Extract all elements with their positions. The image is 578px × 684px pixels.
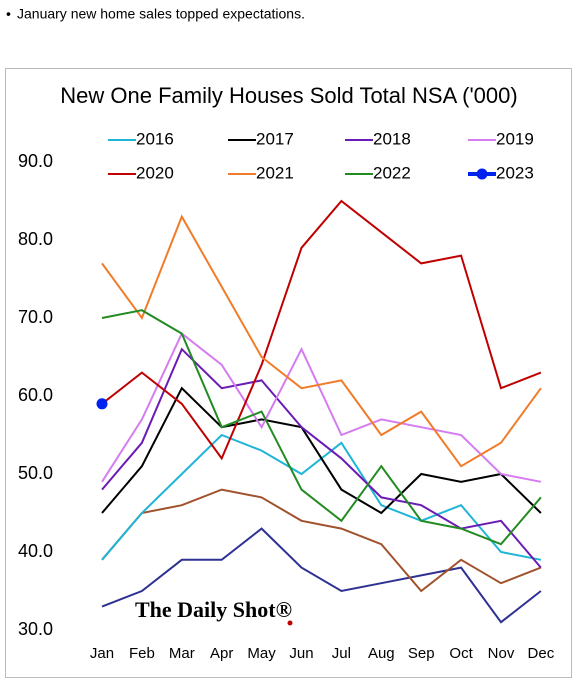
series-line	[101, 433, 542, 561]
x-tick-label: Dec	[528, 645, 555, 662]
x-tick-label: Aug	[368, 645, 395, 662]
y-tick-label: 70.0	[18, 307, 53, 327]
x-tick-label: Mar	[169, 645, 195, 662]
series-line	[101, 347, 542, 569]
x-tick-label: Jan	[90, 645, 114, 662]
series-line	[101, 488, 542, 593]
x-tick-label: Jun	[289, 645, 313, 662]
point	[96, 398, 108, 410]
header: January new home sales topped expectatio…	[17, 6, 305, 22]
x-tick-label: Feb	[129, 645, 155, 662]
y-tick-label: 80.0	[18, 229, 53, 249]
y-tick-label: 60.0	[18, 385, 53, 405]
series-line	[101, 214, 542, 468]
legend-label: 2017	[256, 129, 294, 148]
y-tick-label: 90.0	[18, 151, 53, 171]
legend-label: 2020	[136, 163, 174, 182]
y-tick-label: 30.0	[18, 619, 53, 639]
legend-label: 2018	[373, 129, 411, 148]
y-tick-label: 50.0	[18, 463, 53, 483]
x-tick-label: Nov	[488, 645, 515, 662]
bullet: •	[6, 6, 11, 22]
chart-title: New One Family Houses Sold Total NSA ('0…	[60, 83, 517, 108]
legend-label: 2016	[136, 129, 174, 148]
series-line	[101, 199, 542, 461]
x-tick-label: May	[247, 645, 276, 662]
watermark-dot	[287, 620, 293, 626]
legend-marker	[476, 168, 488, 180]
chart-frame	[5, 68, 572, 678]
series-line	[101, 527, 542, 624]
series-line	[101, 386, 542, 515]
series-line	[101, 332, 542, 483]
x-tick-label: Jul	[332, 645, 351, 662]
legend-label: 2022	[373, 163, 411, 182]
series-line	[101, 309, 542, 546]
legend-label: 2019	[496, 129, 534, 148]
y-tick-label: 40.0	[18, 541, 53, 561]
legend-label: 2023	[496, 163, 534, 182]
x-tick-label: Apr	[210, 645, 233, 662]
legend-label: 2021	[256, 163, 294, 182]
watermark: The Daily Shot®	[135, 597, 292, 622]
x-tick-label: Oct	[449, 645, 473, 662]
x-tick-label: Sep	[408, 645, 435, 662]
